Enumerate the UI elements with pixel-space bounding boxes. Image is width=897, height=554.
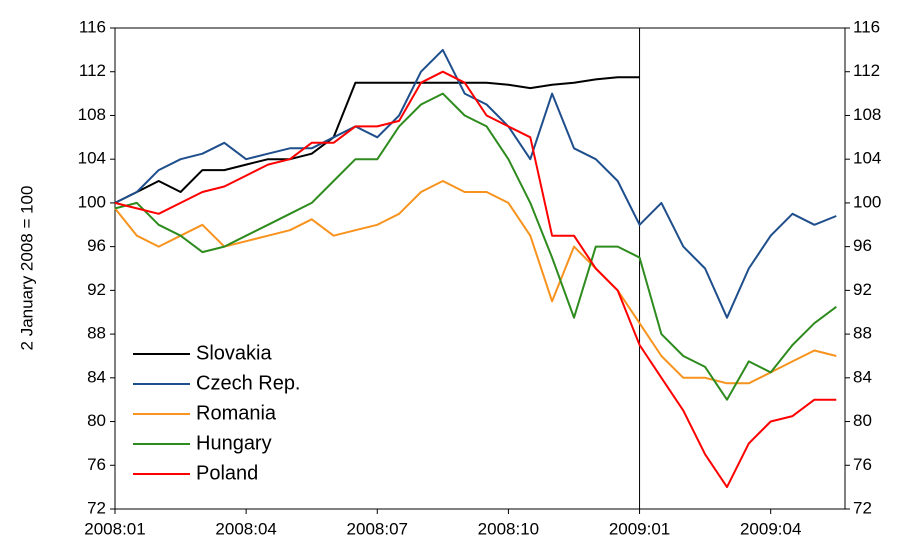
y2-tick-label: 92 xyxy=(853,280,872,299)
y-tick-label: 112 xyxy=(79,61,106,80)
y-tick-label: 96 xyxy=(87,236,106,255)
y2-tick-label: 72 xyxy=(853,498,872,517)
y-tick-label: 76 xyxy=(87,455,106,474)
y-tick-label: 84 xyxy=(87,367,106,386)
plot-frame xyxy=(114,27,846,510)
series-line xyxy=(114,70,837,489)
x-tick-label: 2009:01 xyxy=(609,519,670,538)
y-tick-label: 100 xyxy=(78,192,106,211)
legend-label: Romania xyxy=(196,402,277,424)
y2-tick-label: 104 xyxy=(853,149,881,168)
x-tick-label: 2008:04 xyxy=(215,519,276,538)
x-tick-label: 2008:07 xyxy=(347,519,408,538)
series-line xyxy=(114,76,640,204)
y2-tick-label: 96 xyxy=(853,236,872,255)
y2-tick-label: 76 xyxy=(853,455,872,474)
x-tick-label: 2008:01 xyxy=(84,519,145,538)
y2-tick-label: 108 xyxy=(853,105,881,124)
series-line xyxy=(114,48,837,319)
series-line xyxy=(114,92,837,401)
y-tick-label: 104 xyxy=(78,149,106,168)
y-tick-label: 88 xyxy=(87,324,106,343)
y-tick-label: 72 xyxy=(87,498,106,517)
x-tick-label: 2008:10 xyxy=(478,519,539,538)
y2-tick-label: 116 xyxy=(853,17,880,36)
y2-tick-label: 100 xyxy=(853,192,881,211)
legend-label: Czech Rep. xyxy=(196,372,301,394)
y2-tick-label: 112 xyxy=(853,61,880,80)
legend-label: Poland xyxy=(196,462,258,484)
y2-tick-label: 88 xyxy=(853,324,872,343)
y2-tick-label: 80 xyxy=(853,411,872,430)
y-axis-label: 2 January 2008 = 100 xyxy=(17,186,36,351)
legend-label: Hungary xyxy=(196,432,272,454)
series-line xyxy=(114,180,837,385)
y2-tick-label: 84 xyxy=(853,367,872,386)
legend-label: Slovakia xyxy=(196,342,272,364)
y-tick-label: 108 xyxy=(78,105,106,124)
x-tick-label: 2009:04 xyxy=(740,519,801,538)
y-tick-label: 80 xyxy=(87,411,106,430)
y-tick-label: 116 xyxy=(79,17,106,36)
y-tick-label: 92 xyxy=(87,280,106,299)
